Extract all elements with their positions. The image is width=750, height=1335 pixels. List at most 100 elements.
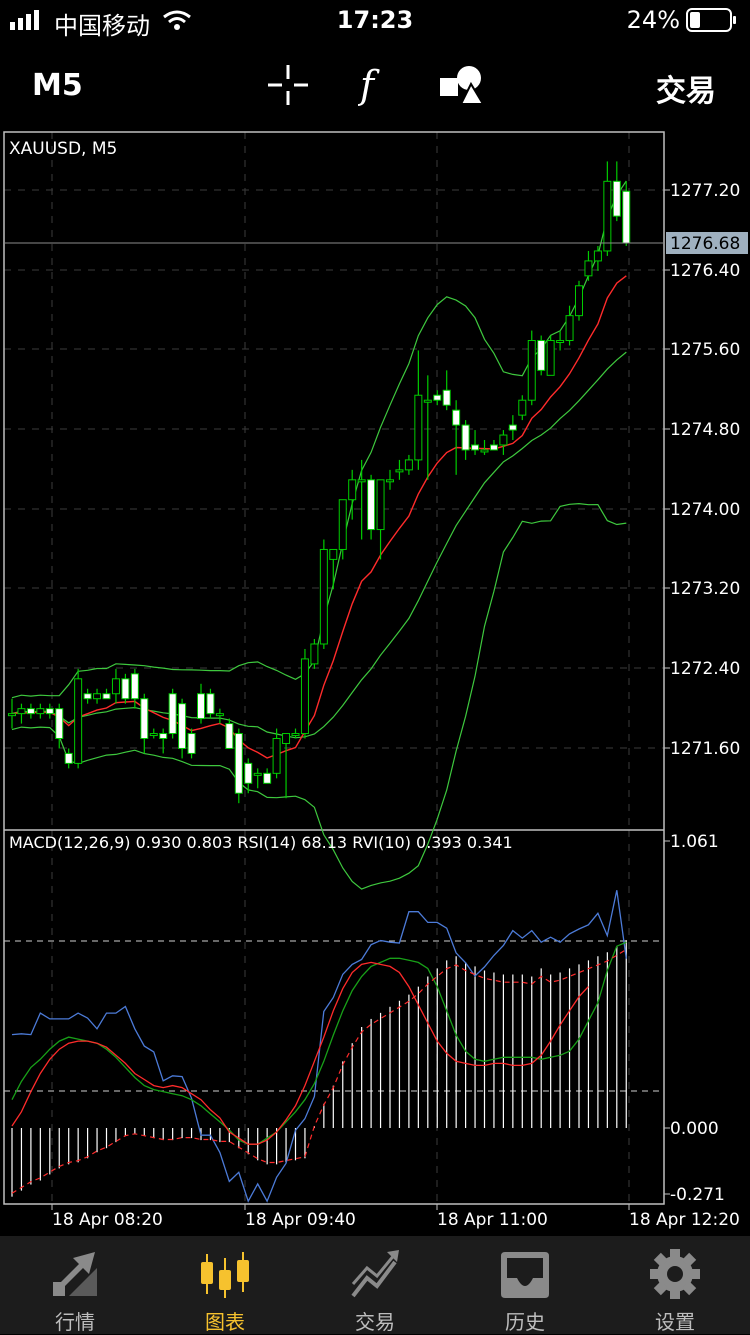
indicator-axis-label: 1.061 [670, 832, 719, 852]
candle-body [584, 260, 593, 277]
current-price-label: 1276.68 [670, 234, 740, 254]
candle-body [357, 479, 366, 483]
time-axis-label: 18 Apr 11:00 [437, 1210, 548, 1230]
tab-history[interactable]: 历史 [450, 1236, 600, 1334]
indicator-axis-label: -0.271 [670, 1185, 725, 1205]
candle-body [603, 180, 612, 252]
candle-body [471, 444, 480, 451]
price-axis-label: 1271.60 [670, 739, 740, 759]
candle-body [593, 250, 602, 262]
candle-body [83, 693, 92, 700]
candle-body [546, 340, 555, 376]
candle-body [461, 424, 470, 451]
carrier-name: 中国移动 [54, 12, 150, 40]
candle-body [8, 713, 16, 717]
price-axis-label: 1274.80 [670, 420, 740, 440]
bollinger-upper [11, 180, 627, 699]
candle-body [206, 693, 215, 715]
bottom-tab-bar: 行情 图表 交易 历史 [0, 1236, 750, 1334]
tab-quotes[interactable]: 行情 [0, 1236, 150, 1334]
trade-trend-icon [351, 1250, 399, 1298]
candle-body [291, 733, 300, 737]
candle-body [452, 409, 461, 426]
battery-icon [686, 8, 736, 32]
signal-bars-icon [10, 10, 39, 30]
candle-body [310, 643, 319, 665]
price-axis-label: 1274.00 [670, 500, 740, 520]
candle-body [55, 708, 64, 740]
candlestick-series [8, 161, 631, 804]
candle-body [480, 449, 489, 453]
candle-body [263, 772, 272, 784]
candle-body [272, 738, 281, 774]
candle-body [414, 394, 423, 461]
history-inbox-icon [501, 1252, 549, 1298]
price-axis-label: 1273.20 [670, 579, 740, 599]
chart-grid [4, 132, 664, 1204]
tab-label: 交易 [355, 1310, 395, 1334]
tab-chart[interactable]: 图表 [150, 1236, 300, 1334]
candle-body [518, 399, 527, 416]
candle-body [93, 693, 102, 700]
indicator-f-icon[interactable]: f [358, 64, 390, 106]
candle-body [121, 678, 130, 700]
price-axis-label: 1275.60 [670, 340, 740, 360]
candle-body [111, 678, 120, 695]
crosshair-icon[interactable] [267, 64, 309, 106]
candle-body [197, 693, 205, 720]
candle-body [253, 772, 262, 776]
rvi-main-line [11, 941, 627, 1145]
candle-body [556, 340, 565, 344]
candle-body [338, 499, 347, 550]
candle-body [74, 678, 83, 764]
tab-trade[interactable]: 交易 [300, 1236, 450, 1334]
status-bar: 中国移动 17:23 24% [0, 0, 750, 40]
candle-body [26, 708, 35, 715]
battery-percent: 24% [626, 6, 680, 34]
indicator-readout: MACD(12,26,9) 0.930 0.803 RSI(14) 68.13 … [9, 833, 513, 852]
tab-settings[interactable]: 设置 [600, 1236, 750, 1334]
candle-body [367, 479, 376, 531]
price-chart[interactable]: XAUUSD, M5 MACD(12,26,9) 0.930 0.803 RSI… [0, 130, 750, 1230]
chart-candles-icon [201, 1252, 249, 1298]
indicator-window [11, 890, 627, 1203]
candle-body [612, 180, 621, 217]
candle-body [187, 733, 196, 754]
candle-body [329, 548, 338, 560]
candle-body [376, 479, 385, 531]
clock-time: 17:23 [336, 6, 414, 34]
candle-body [102, 693, 111, 700]
price-axis-label: 1276.40 [670, 261, 740, 281]
bollinger-middle [11, 351, 627, 739]
candle-body [140, 698, 149, 740]
tab-label: 历史 [505, 1310, 545, 1334]
candle-body [168, 693, 177, 735]
tab-label: 行情 [55, 1310, 95, 1334]
objects-shapes-icon[interactable] [439, 64, 485, 106]
price-axis-label: 1272.40 [670, 659, 740, 679]
candle-body [244, 762, 253, 784]
candle-body [565, 315, 574, 342]
trade-button[interactable]: 交易 [656, 74, 716, 109]
bollinger-lower [11, 502, 627, 890]
candle-body [130, 673, 139, 700]
rvi-signal-line [11, 961, 589, 1145]
candle-body [527, 340, 536, 401]
candle-body [622, 190, 631, 244]
candle-body [386, 479, 394, 483]
timeframe-button[interactable]: M5 [32, 68, 83, 103]
candle-body [423, 399, 432, 403]
candle-body [300, 658, 309, 735]
chart-symbol-title: XAUUSD, M5 [9, 139, 117, 159]
candle-body [225, 723, 234, 749]
bollinger-bands [11, 180, 627, 890]
candle-body [442, 389, 451, 406]
candle-body [348, 479, 357, 501]
candle-body [282, 733, 291, 744]
rsi-line [11, 890, 627, 1203]
candle-body [149, 733, 158, 737]
macd-signal-line [11, 948, 627, 1194]
candle-body [36, 708, 45, 715]
time-axis-label: 18 Apr 12:20 [629, 1210, 740, 1230]
moving-average-line [11, 275, 627, 759]
